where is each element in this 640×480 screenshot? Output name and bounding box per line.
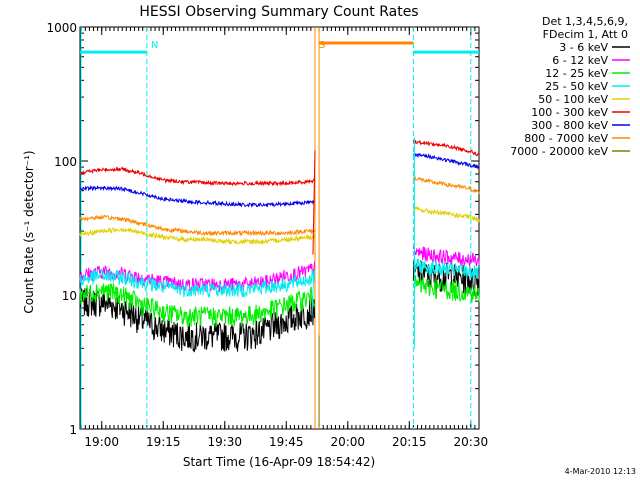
y-tick-label: 100 xyxy=(54,155,77,169)
x-tick-label: 19:30 xyxy=(207,435,242,449)
flag-label: N xyxy=(151,40,158,51)
plot-area: 1 10 100 1000 19:00 19:15 19:30 19:45 20:00 20:15… xyxy=(46,21,488,449)
y-tick-label: 1 xyxy=(69,423,77,437)
legend-entry-label: 300 - 800 keV xyxy=(531,119,608,132)
x-axis-label: Start Time (16-Apr-09 18:54:42) xyxy=(183,455,375,469)
series-line xyxy=(412,139,480,157)
legend-header-line-2: FDecim 1, Att 0 xyxy=(543,28,628,41)
plot-frame xyxy=(79,26,480,430)
legend-entry-label: 6 - 12 keV xyxy=(552,54,608,67)
x-tick-label: 19:15 xyxy=(146,435,181,449)
x-tick-label: 20:30 xyxy=(454,435,489,449)
x-tick-label: 19:00 xyxy=(84,435,119,449)
x-tick-label: 20:15 xyxy=(392,435,427,449)
legend-entry-label: 25 - 50 keV xyxy=(545,80,608,93)
series-line xyxy=(79,268,316,299)
series-line xyxy=(79,184,315,208)
flag-label: S xyxy=(319,40,325,51)
series-line xyxy=(412,175,480,194)
y-tick-label: 1000 xyxy=(46,21,77,35)
legend-entry-label: 50 - 100 keV xyxy=(538,93,608,106)
legend-header-line-1: Det 1,3,4,5,6,9, xyxy=(542,15,628,28)
series-spike xyxy=(311,271,315,316)
x-tick-label: 20:00 xyxy=(330,435,365,449)
series-line xyxy=(412,275,480,303)
series-spike xyxy=(312,150,316,255)
series-line xyxy=(413,152,480,170)
legend-entry-label: 12 - 25 keV xyxy=(545,67,608,80)
series-line xyxy=(79,213,316,237)
y-tick-label: 10 xyxy=(62,289,77,303)
legend-entry-label: 7000 - 20000 keV xyxy=(510,145,608,158)
chart-title: HESSI Observing Summary Count Rates xyxy=(139,4,418,20)
legend-entry-label: 100 - 300 keV xyxy=(531,106,608,119)
y-axis-label: Count Rate (s⁻¹ detector⁻¹) xyxy=(22,150,36,313)
series-line xyxy=(412,205,480,223)
series-line xyxy=(412,246,480,267)
legend-entry-label: 3 - 6 keV xyxy=(559,41,608,54)
series-line xyxy=(79,226,316,246)
x-tick-label: 19:45 xyxy=(269,435,304,449)
legend-entry-label: 800 - 7000 keV xyxy=(524,132,608,145)
series-line xyxy=(79,166,316,187)
legend: Det 1,3,4,5,6,9, FDecim 1, Att 0 3 - 6 k… xyxy=(510,15,630,158)
timestamp: 4-Mar-2010 12:13 xyxy=(565,467,636,476)
series-line xyxy=(79,283,316,328)
series-line xyxy=(412,257,480,279)
